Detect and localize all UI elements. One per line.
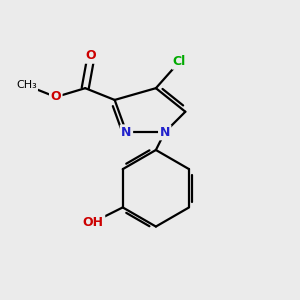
Text: N: N (160, 126, 170, 139)
Text: O: O (86, 49, 96, 62)
Text: Cl: Cl (173, 55, 186, 68)
Text: CH₃: CH₃ (16, 80, 37, 90)
Text: N: N (121, 126, 132, 139)
Text: OH: OH (83, 216, 104, 229)
Text: O: O (50, 91, 61, 103)
